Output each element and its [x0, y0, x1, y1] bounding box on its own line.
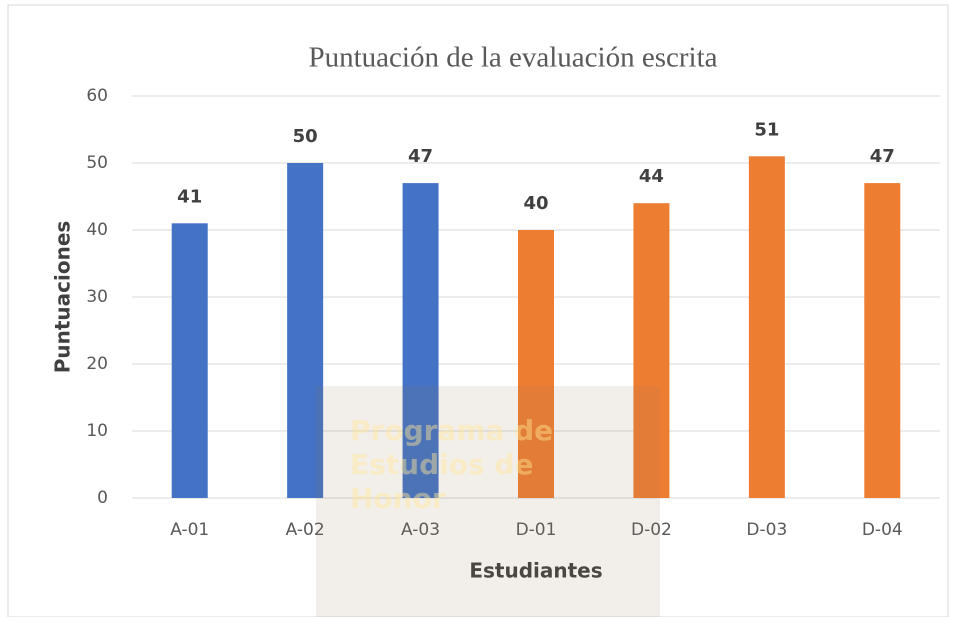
chart-title: Puntuación de la evaluación escrita — [308, 42, 717, 74]
data-label: 47 — [870, 146, 895, 167]
x-tick-label: D-02 — [631, 520, 672, 540]
y-tick-label: 20 — [86, 354, 108, 374]
watermark-text: Honor — [350, 482, 446, 515]
y-tick-label: 10 — [86, 421, 108, 441]
x-tick-label: A-01 — [170, 520, 209, 540]
y-tick-label: 40 — [86, 220, 108, 240]
y-tick-label: 60 — [86, 86, 108, 106]
data-label: 47 — [408, 146, 433, 167]
watermark-text: Estudios de — [350, 448, 533, 481]
y-tick-label: 30 — [86, 287, 108, 307]
watermark-box — [316, 386, 660, 617]
watermark-text: Programa de — [350, 414, 553, 447]
y-axis-label: Puntuaciones — [51, 221, 75, 374]
bar — [518, 230, 554, 498]
x-tick-label: A-03 — [401, 520, 440, 540]
data-label: 41 — [177, 186, 202, 207]
y-tick-label: 0 — [97, 488, 108, 508]
data-label: 51 — [754, 119, 779, 140]
chart-frame — [7, 4, 949, 617]
data-label: 40 — [523, 193, 548, 214]
x-tick-label: D-03 — [746, 520, 787, 540]
data-label: 50 — [293, 126, 318, 147]
bar — [287, 163, 324, 498]
x-tick-label: D-01 — [516, 520, 557, 540]
bar — [633, 203, 670, 498]
data-label: 44 — [639, 166, 664, 187]
x-axis-label: Estudiantes — [469, 559, 602, 583]
x-tick-label: D-04 — [862, 520, 903, 540]
y-tick-label: 50 — [86, 153, 108, 173]
x-tick-label: A-02 — [286, 520, 325, 540]
bar — [748, 156, 785, 499]
bar — [171, 223, 208, 499]
bar — [402, 183, 439, 498]
bar — [864, 183, 901, 498]
